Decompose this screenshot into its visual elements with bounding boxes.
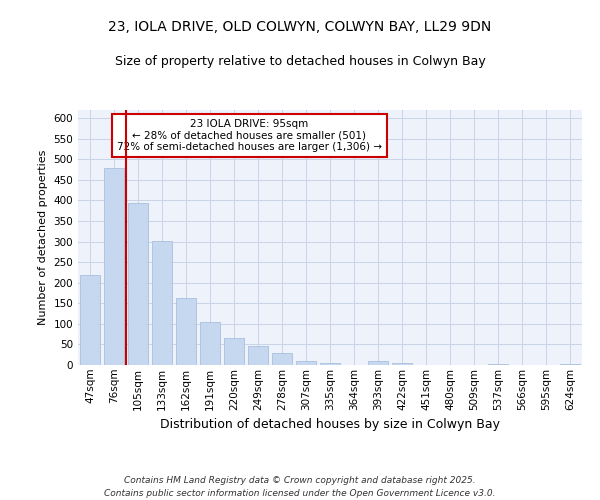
Bar: [152, 241, 172, 365]
Bar: [272, 352, 292, 365]
Bar: [200, 322, 220, 365]
X-axis label: Distribution of detached houses by size in Colwyn Bay: Distribution of detached houses by size …: [160, 418, 500, 431]
Bar: [224, 338, 244, 365]
Text: Size of property relative to detached houses in Colwyn Bay: Size of property relative to detached ho…: [115, 55, 485, 68]
Bar: [248, 346, 268, 365]
Bar: [488, 364, 508, 365]
Y-axis label: Number of detached properties: Number of detached properties: [38, 150, 48, 325]
Bar: [392, 364, 412, 365]
Text: 23, IOLA DRIVE, OLD COLWYN, COLWYN BAY, LL29 9DN: 23, IOLA DRIVE, OLD COLWYN, COLWYN BAY, …: [109, 20, 491, 34]
Bar: [80, 276, 100, 365]
Bar: [296, 362, 316, 365]
Bar: [128, 204, 148, 365]
Text: Contains public sector information licensed under the Open Government Licence v3: Contains public sector information licen…: [104, 488, 496, 498]
Bar: [176, 298, 196, 365]
Bar: [560, 364, 580, 365]
Text: Contains HM Land Registry data © Crown copyright and database right 2025.: Contains HM Land Registry data © Crown c…: [124, 476, 476, 485]
Bar: [320, 362, 340, 365]
Bar: [104, 168, 124, 365]
Bar: [368, 361, 388, 365]
Text: 23 IOLA DRIVE: 95sqm
← 28% of detached houses are smaller (501)
72% of semi-deta: 23 IOLA DRIVE: 95sqm ← 28% of detached h…: [117, 119, 382, 152]
